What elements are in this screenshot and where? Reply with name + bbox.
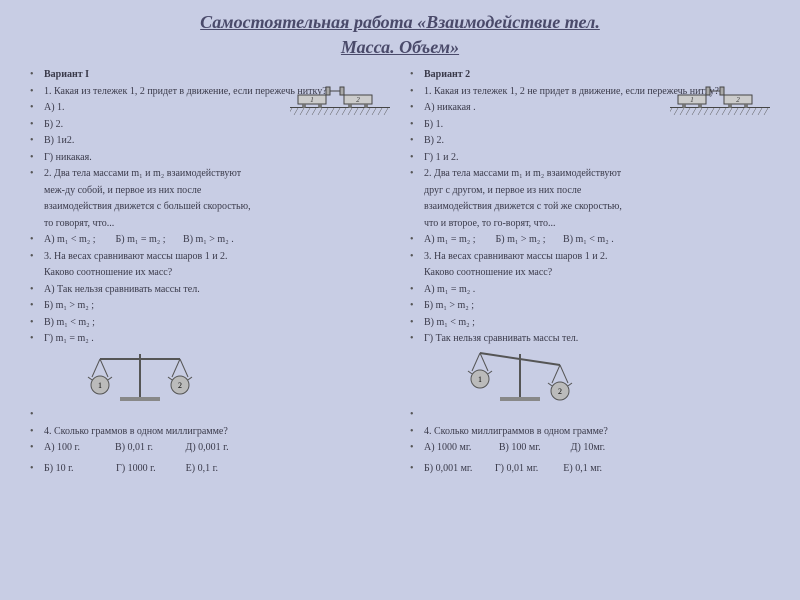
svg-text:1: 1 — [98, 381, 102, 390]
variant2-col: •Вариант 2 •1. Какая из тележек 1, 2 не … — [410, 68, 770, 478]
v2-q4: 4. Сколько миллиграммов в одном грамме? — [424, 425, 770, 440]
v2-q4row1: А) 1000 мг. В) 100 мг. Д) 10мг. — [424, 441, 770, 456]
v1-q4row1: А) 100 г. В) 0,01 г. Д) 0,001 г. — [44, 441, 390, 456]
v2-q2l3: взаимодействия движется с той же скорост… — [424, 200, 770, 215]
v2-heading: Вариант 2 — [424, 68, 770, 83]
v2-q3l2: Каково соотношение их масс? — [424, 266, 770, 281]
svg-text:1: 1 — [478, 375, 482, 384]
v1-q1g: Г) никакая. — [44, 151, 390, 166]
v1-q3l2: Каково соотношение их масс? — [44, 266, 390, 281]
v2-q4row2: Б) 0,001 мг. Г) 0,01 мг. Е) 0,1 мг. — [424, 462, 770, 477]
balance-scale-tilted-icon: 1 2 — [450, 349, 590, 403]
v2-blank — [424, 408, 770, 423]
v1-q2opts: А) m₁ < m₂ ; Б) m₁ = m₂ ; В) m₁ > m₂ . — [44, 233, 390, 248]
v2-q3a: А) m₁ = m₂ . — [424, 283, 770, 298]
v1-q2l1: 2. Два тела массами m₁ и m₂ взаимодейств… — [44, 167, 390, 182]
v1-q4: 4. Сколько граммов в одном миллиграмме? — [44, 425, 390, 440]
v2-q1g: Г) 1 и 2. — [424, 151, 770, 166]
v1-q1b: Б) 2. — [44, 118, 390, 133]
v2-q1v: В) 2. — [424, 134, 770, 149]
v1-q1a: А) 1. — [44, 101, 390, 116]
v1-q2l2: меж-ду собой, и первое из них после — [44, 184, 390, 199]
v1-q3v: В) m₁ < m₂ ; — [44, 316, 390, 331]
v2-q3l1: 3. На весах сравнивают массы шаров 1 и 2… — [424, 250, 770, 265]
v2-q2opts: А) m₁ = m₂ ; Б) m₁ > m₂ ; В) m₁ < m₂ . — [424, 233, 770, 248]
v2-q2l2: друг с другом, и первое из них после — [424, 184, 770, 199]
v1-q3l1: 3. На весах сравнивают массы шаров 1 и 2… — [44, 250, 390, 265]
v2-q3g: Г) Так нельзя сравнивать массы тел. — [424, 332, 770, 347]
balance-scale-icon: 1 2 — [70, 349, 210, 403]
v1-q3g: Г) m₁ = m₂ . — [44, 332, 390, 347]
v1-q3b: Б) m₁ > m₂ ; — [44, 299, 390, 314]
page-title-l2: Масса. Объем» — [0, 37, 800, 68]
v2-q2l4: что и второе, то го-ворят, что... — [424, 217, 770, 232]
v1-heading: Вариант I — [44, 68, 390, 83]
v1-q2l3: взаимодействия движется с большей скорос… — [44, 200, 390, 215]
v1-blank — [44, 408, 390, 423]
v2-q2l1: 2. Два тела массами m₁ и m₂ взаимодейств… — [424, 167, 770, 182]
v1-q4row2: Б) 10 г. Г) 1000 г. Е) 0,1 г. — [44, 462, 390, 477]
v1-q3a: А) Так нельзя сравнивать массы тел. — [44, 283, 390, 298]
v2-q3v: В) m₁ < m₂ ; — [424, 316, 770, 331]
page-title-l1: Самостоятельная работа «Взаимодействие т… — [0, 0, 800, 37]
v1-q2l4: то говорят, что... — [44, 217, 390, 232]
v2-q3b: Б) m₁ > m₂ ; — [424, 299, 770, 314]
v2-q1b: Б) 1. — [424, 118, 770, 133]
v1-q1v: В) 1и2. — [44, 134, 390, 149]
variant1-col: •Вариант I •1. Какая из тележек 1, 2 при… — [30, 68, 390, 478]
columns-wrap: •Вариант I •1. Какая из тележек 1, 2 при… — [0, 68, 800, 478]
v2-q1a: А) никакая . — [424, 101, 770, 116]
svg-text:2: 2 — [558, 387, 562, 396]
svg-text:2: 2 — [178, 381, 182, 390]
